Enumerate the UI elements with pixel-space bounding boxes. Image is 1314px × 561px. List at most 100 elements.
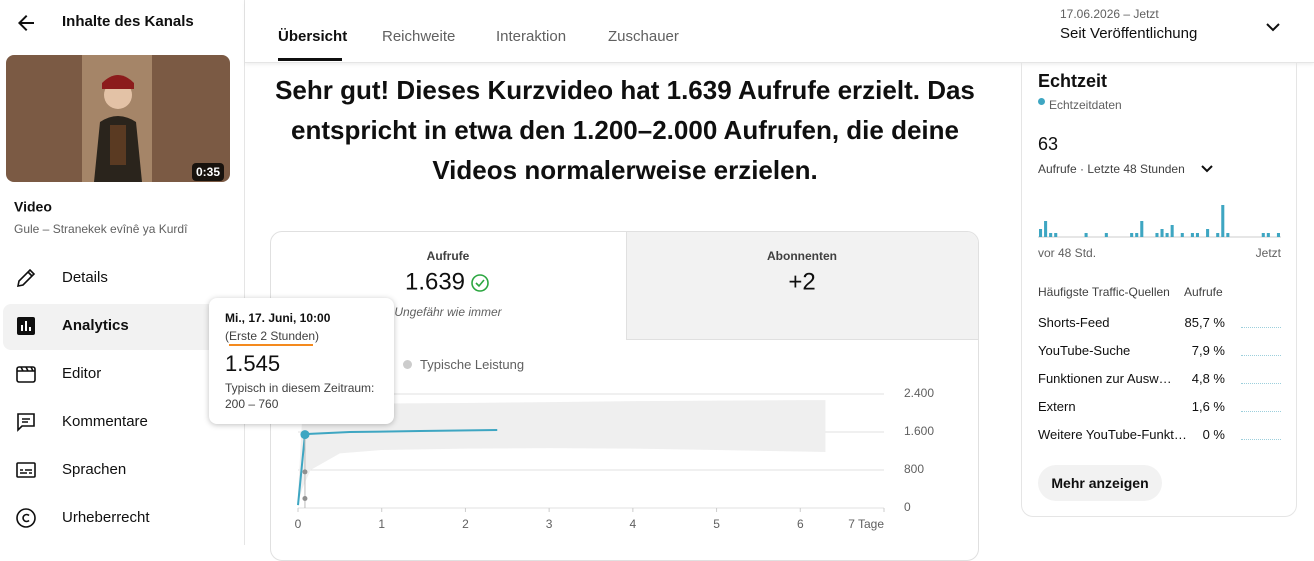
x-tick-label: 7 Tage — [848, 517, 884, 531]
tooltip: Mi., 17. Juni, 10:00 (Erste 2 Stunden) 1… — [209, 298, 394, 424]
more-button[interactable]: Mehr anzeigen — [1038, 465, 1162, 501]
back-title: Inhalte des Kanals — [62, 13, 194, 30]
video-label: Video — [14, 198, 52, 215]
x-tick-label: 3 — [546, 517, 553, 531]
y-tick-label: 0 — [904, 500, 911, 514]
realtime-chart — [1038, 205, 1281, 238]
x-tick-label: 5 — [713, 517, 720, 531]
duration-badge: 0:35 — [191, 163, 224, 182]
bar — [1130, 233, 1134, 237]
tooltip-date: Mi., 17. Juni, 10:00 — [225, 310, 331, 325]
nav-icon — [16, 508, 36, 528]
metric-tile[interactable] — [626, 232, 978, 340]
traffic-value: 1,6 % — [1191, 399, 1225, 415]
dropdown-chevron[interactable] — [1263, 17, 1283, 37]
tab[interactable]: Zuschauer — [608, 28, 679, 45]
thumbnail-image — [82, 55, 152, 182]
traffic-value: 4,8 % — [1191, 371, 1225, 387]
table-header: Häufigste Traffic-Quellen — [1038, 284, 1170, 299]
nav-item[interactable]: Analytics — [62, 317, 129, 334]
sparkline — [1241, 383, 1281, 384]
bar — [1216, 233, 1220, 237]
sparkline — [1241, 439, 1281, 440]
bar — [1104, 233, 1108, 237]
metric-label: Aufrufe — [426, 248, 470, 263]
bar — [1190, 233, 1194, 237]
bar — [1180, 233, 1184, 237]
back-button[interactable] — [14, 11, 38, 35]
bar — [1084, 233, 1088, 237]
bar — [1276, 233, 1280, 237]
nav-item[interactable]: Kommentare — [62, 413, 148, 430]
nav-item[interactable]: Details — [62, 269, 108, 286]
bar — [1226, 233, 1230, 237]
nav-icon — [16, 366, 36, 383]
traffic-value: 7,9 % — [1191, 343, 1225, 359]
nav-icon — [16, 268, 36, 288]
hover-point — [300, 430, 310, 440]
nav-icon — [17, 317, 35, 335]
x-tick-label: 2 — [462, 517, 469, 531]
x-tick-label: 6 — [797, 517, 804, 531]
bar — [1221, 205, 1225, 237]
thumbnail[interactable]: 0:35 — [6, 55, 230, 182]
nav-item[interactable]: Sprachen — [62, 461, 127, 478]
bar — [1140, 221, 1144, 237]
date-range-label[interactable]: Seit Veröffentlichung — [1060, 25, 1198, 42]
sparkline — [1241, 411, 1281, 412]
traffic-value: 0 % — [1202, 427, 1225, 443]
bar — [1049, 233, 1053, 237]
bar — [1054, 233, 1058, 237]
sidebar: Inhalte des Kanals 0:35 Video Gule – Str… — [0, 0, 245, 545]
tile-divider — [271, 339, 626, 340]
nav-item[interactable]: Urheberrecht — [62, 509, 150, 526]
bar — [1155, 233, 1159, 237]
traffic-source: Funktionen zur Ausw… — [1038, 371, 1172, 387]
check-icon — [471, 274, 489, 292]
x-tick-label: 0 — [295, 517, 302, 531]
bar — [1261, 233, 1265, 237]
tile-divider — [626, 339, 978, 340]
bar — [1044, 221, 1048, 237]
realtime-total: 63 — [1038, 134, 1059, 155]
headline: Sehr gut! Dieses Kurzvideo hat 1.639 Auf… — [275, 75, 975, 185]
realtime-total-label: Aufrufe · Letzte 48 Stunden — [1038, 161, 1185, 176]
nav-highlight — [3, 304, 241, 350]
bar — [1160, 229, 1164, 237]
views-line — [297, 429, 498, 506]
legend-label: Typische Leistung — [420, 357, 525, 373]
bar — [1170, 225, 1174, 237]
live-dot — [1038, 98, 1045, 105]
views-chart: 0 800 1.600 2.400 0 1 2 3 4 5 6 7 Tage — [295, 386, 935, 531]
bar — [1206, 229, 1210, 237]
tab[interactable]: Reichweite — [382, 28, 456, 45]
nav-item[interactable]: Editor — [62, 365, 102, 382]
tab[interactable]: Interaktion — [496, 28, 567, 45]
table-header: Aufrufe — [1184, 284, 1223, 299]
sparkline — [1241, 355, 1281, 356]
x-axis-start-label: vor 48 Std. — [1038, 245, 1097, 260]
tooltip-typical-text: Typisch in diesem Zeitraum: — [225, 380, 375, 395]
legend-swatch — [403, 360, 412, 369]
typical-low-dot — [302, 496, 308, 501]
traffic-source: Extern — [1038, 399, 1076, 415]
metrics-card — [270, 231, 979, 561]
sparkline — [1241, 327, 1281, 328]
nav-icon — [17, 413, 35, 432]
tooltip-value: 1.545 — [225, 350, 281, 376]
header: Übersicht Reichweite Interaktion Zuschau… — [245, 0, 1314, 63]
typical-range — [298, 400, 826, 504]
tab[interactable]: Übersicht — [278, 28, 348, 45]
traffic-value: 85,7 % — [1184, 315, 1225, 331]
dropdown-chevron[interactable] — [1199, 161, 1215, 177]
bar — [1039, 229, 1043, 237]
typical-high-dot — [302, 469, 308, 475]
bar — [1165, 233, 1169, 237]
y-tick-label: 2.400 — [904, 386, 934, 400]
x-tick-label: 4 — [630, 517, 637, 531]
metric-value: 1.639 — [404, 268, 466, 296]
realtime-panel — [1021, 62, 1297, 517]
traffic-source: Shorts-Feed — [1038, 315, 1110, 331]
metric-value: +2 — [788, 268, 816, 296]
